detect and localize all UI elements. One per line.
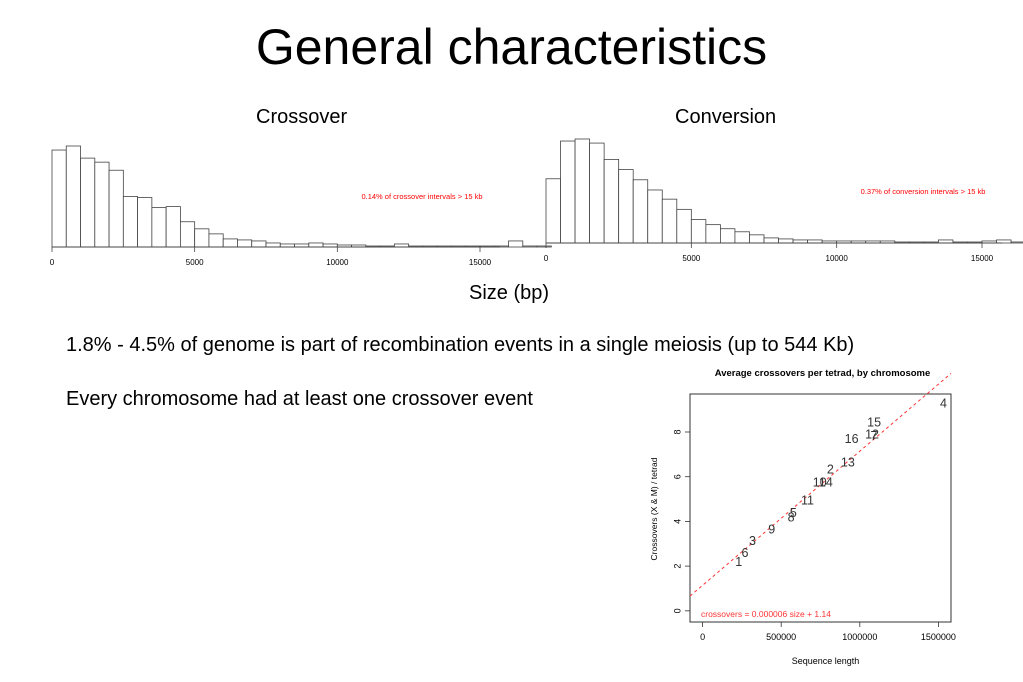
scatter-point-label: 12	[865, 428, 879, 442]
crossover-x-tick-label: 10000	[326, 258, 349, 267]
scatter-point-label: 7	[870, 429, 877, 443]
scatter-point-label: 9	[768, 523, 775, 537]
scatter-point-label: 2	[827, 462, 834, 476]
crossover-bar	[508, 240, 524, 248]
conversion-x-tick-label: 15000	[971, 254, 994, 263]
conversion-x-tick-label: 10000	[826, 254, 849, 263]
scatter-y-tick-label: 8	[672, 429, 682, 434]
crossover-chart-title: Crossover	[256, 106, 348, 128]
crossover-x-tick-label: 15000	[469, 258, 492, 267]
fit-equation-label: crossovers = 0.000006 size + 1.14	[701, 609, 831, 619]
scatter-point-label: 11	[801, 494, 814, 508]
crossover-annotation: 0.14% of crossover intervals > 15 kb	[361, 192, 482, 201]
scatter-y-tick-label: 2	[672, 564, 682, 569]
scatter-point-label: 16	[845, 432, 859, 446]
scatter-y-tick-label: 6	[672, 474, 682, 479]
scatter-plot-frame	[689, 393, 952, 623]
crossover-x-tick-label: 5000	[186, 258, 204, 267]
scatter-x-tick-label: 500000	[766, 632, 796, 642]
shared-x-axis-label: Size (bp)	[468, 282, 550, 304]
scatter-point-label: 6	[742, 546, 749, 560]
scatter-y-tick-label: 0	[672, 608, 682, 613]
conversion-x-tick-label: 0	[544, 254, 549, 263]
scatter-point-label: 4	[940, 396, 947, 410]
scatter-point-label: 8	[788, 510, 795, 524]
conversion-chart-title: Conversion	[675, 106, 777, 128]
slide-title: General characteristics	[255, 19, 768, 75]
crossover-x-tick-label: 0	[50, 258, 55, 267]
bullet-genome-fraction: 1.8% - 4.5% of genome is part of recombi…	[66, 334, 855, 356]
conversion-bar	[1010, 241, 1023, 244]
scatter-x-tick-label: 0	[700, 632, 705, 642]
scatter-point-label: 10	[813, 476, 827, 490]
scatter-y-tick-label: 4	[672, 519, 682, 524]
conversion-annotation: 0.37% of conversion intervals > 15 kb	[861, 187, 986, 196]
scatter-point-label: 13	[841, 456, 855, 470]
conversion-bar	[996, 239, 1012, 244]
scatter-x-tick-label: 1000000	[842, 632, 877, 642]
scatter-point-label: 14	[819, 476, 833, 490]
scatter-point-label: 15	[867, 415, 881, 429]
scatter-y-axis-label: Crossovers (X & M) / tetrad	[649, 457, 659, 560]
scatter-title: Average crossovers per tetrad, by chromo…	[715, 368, 931, 379]
scatter-point-label: 5	[790, 506, 797, 520]
conversion-x-tick-label: 5000	[682, 254, 700, 263]
crossover-bar	[536, 245, 552, 248]
scatter-point-label: 3	[749, 534, 756, 548]
bullet-chromosome-crossover: Every chromosome had at least one crosso…	[66, 388, 533, 410]
scatter-point-label: 1	[735, 555, 742, 569]
scatter-x-axis-label: Sequence length	[792, 656, 860, 666]
scatter-x-tick-label: 1500000	[921, 632, 956, 642]
